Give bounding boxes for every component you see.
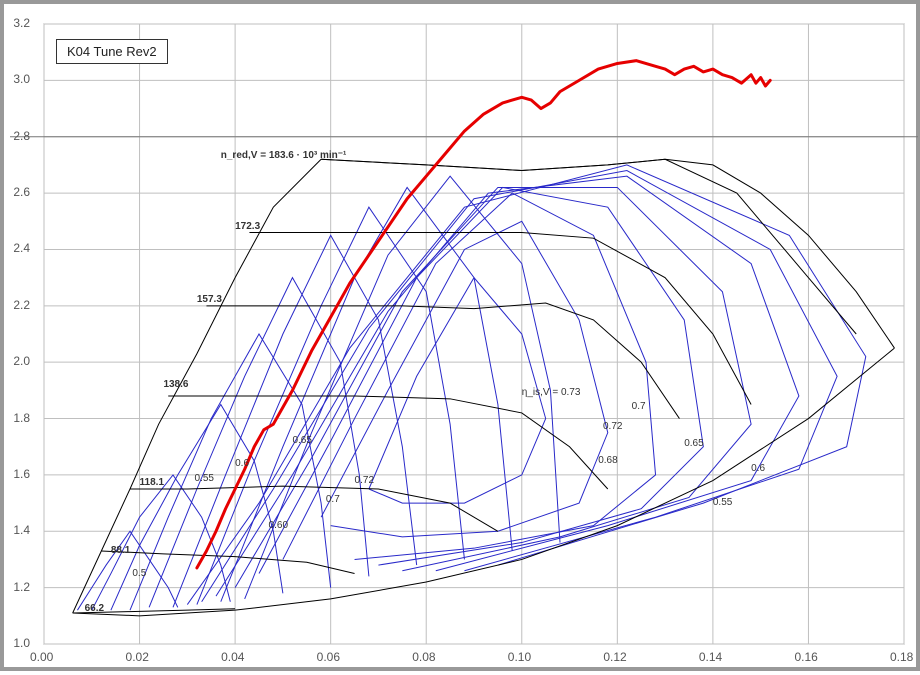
map-annotation: 0.65 [292, 435, 311, 446]
map-annotation: 0.72 [603, 421, 622, 432]
y-tick-label: 3.2 [13, 16, 30, 30]
y-tick-label: 2.0 [13, 354, 30, 368]
map-annotation: η_is,V = 0.73 [522, 387, 581, 398]
map-annotation: 0.68 [598, 455, 617, 466]
map-annotation: 0.6 [751, 463, 765, 474]
y-tick-label: 2.8 [13, 129, 30, 143]
y-tick-label: 2.6 [13, 185, 30, 199]
map-annotation: 0.55 [713, 497, 732, 508]
map-annotation: 118.1 [140, 477, 164, 488]
y-tick-label: 1.4 [13, 523, 30, 537]
map-annotation: 0.55 [195, 473, 214, 484]
x-tick-label: 0.06 [317, 650, 340, 664]
x-tick-label: 0.10 [508, 650, 531, 664]
y-tick-label: 1.2 [13, 580, 30, 594]
map-annotation: 172.3 [235, 221, 260, 232]
y-tick-label: 3.0 [13, 72, 30, 86]
map-annotation: 66.2 [85, 603, 104, 614]
x-tick-label: 0.00 [30, 650, 53, 664]
y-tick-label: 1.8 [13, 411, 30, 425]
map-annotation: 138.6 [163, 379, 188, 390]
chart-title-box: K04 Tune Rev2 [56, 39, 168, 64]
y-tick-label: 2.4 [13, 241, 30, 255]
x-tick-label: 0.18 [890, 650, 913, 664]
map-annotation: 0.5 [132, 568, 146, 579]
y-tick-label: 1.0 [13, 636, 30, 650]
map-annotation: 0.7 [326, 494, 340, 505]
map-annotation: 0.7 [632, 401, 646, 412]
chart-frame: K04 Tune Rev2 0.00 0.02 0.04 0.06 0.08 0.10 0.… [0, 0, 920, 671]
y-tick-label: 1.6 [13, 467, 30, 481]
map-annotation: 157.3 [197, 294, 222, 305]
map-annotation: 0.6 [235, 458, 249, 469]
map-annotation: 0.65 [684, 438, 703, 449]
map-annotation: 0.60 [269, 520, 288, 531]
x-tick-label: 0.16 [794, 650, 817, 664]
x-tick-label: 0.12 [603, 650, 626, 664]
map-annotation: 0.72 [355, 475, 374, 486]
x-tick-label: 0.14 [699, 650, 722, 664]
x-tick-label: 0.08 [412, 650, 435, 664]
x-tick-label: 0.02 [126, 650, 149, 664]
x-tick-label: 0.04 [221, 650, 244, 664]
map-annotation: 88.1 [111, 545, 130, 556]
map-annotation: n_red,V = 183.6 · 10³ min⁻¹ [221, 150, 347, 161]
y-tick-label: 2.2 [13, 298, 30, 312]
